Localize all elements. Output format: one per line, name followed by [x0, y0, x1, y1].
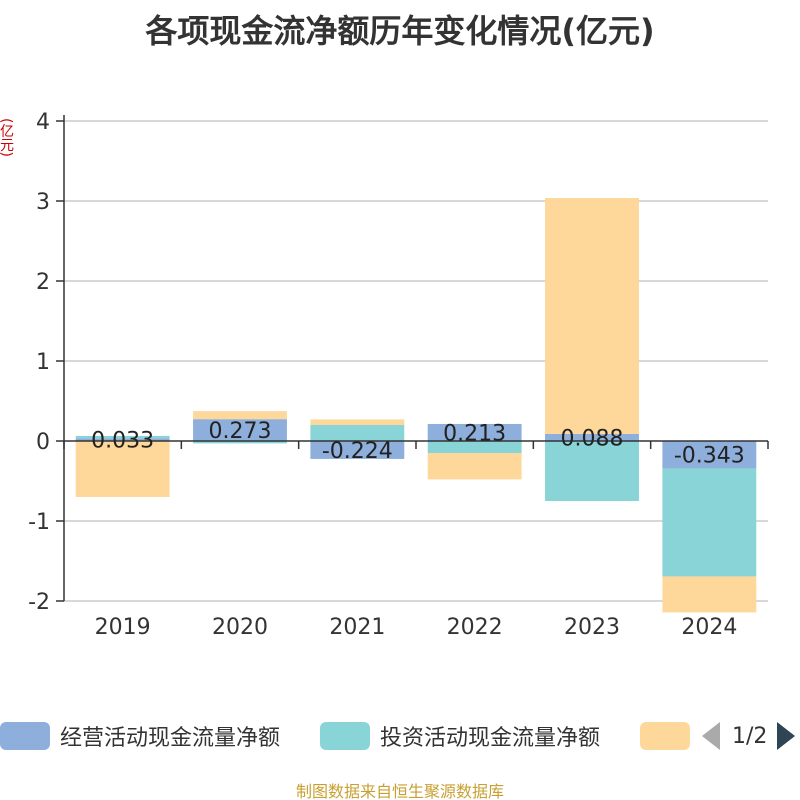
bar-operating — [310, 441, 405, 459]
bar-financing — [662, 576, 757, 613]
data-label: 0.213 — [443, 421, 506, 446]
y-tick-label: 1 — [36, 350, 50, 375]
x-tick-label: 2024 — [681, 615, 737, 640]
bar-financing — [427, 453, 522, 480]
pager-next-icon[interactable] — [777, 722, 796, 750]
bar-chart: 4 3 2 1 0 -1 -2 0.033 0.273 -0.224 0.213 0.088 -0.34… — [28, 110, 769, 640]
y-tick-label: 4 — [36, 110, 50, 135]
bar-investing — [310, 425, 405, 441]
x-tick-label: 2021 — [329, 615, 385, 640]
legend-label-operating: 经营活动现金流量净额 — [60, 726, 281, 751]
legend-label-investing: 投资活动现金流量净额 — [380, 726, 601, 751]
bar-investing — [193, 441, 287, 444]
legend-swatch-investing — [320, 722, 370, 750]
data-source-footer: 制图数据来自恒生聚源数据库 — [295, 782, 504, 800]
bar-financing — [193, 411, 287, 420]
bar-investing — [545, 441, 639, 501]
y-tick-label: 3 — [36, 190, 50, 215]
legend: 经营活动现金流量净额 投资活动现金流量净额 1/2 — [0, 716, 800, 756]
chart-title: 各项现金流净额历年变化情况(亿元) — [145, 12, 655, 50]
y-tick-label: -2 — [28, 590, 50, 615]
bar-financing — [310, 419, 405, 425]
y-tick-label: 0 — [36, 430, 50, 455]
legend-item-investing[interactable]: 投资活动现金流量净额 — [320, 716, 600, 756]
y-tick-label: 2 — [36, 270, 50, 295]
bar-investing — [662, 468, 757, 577]
bar-operating — [662, 441, 757, 469]
data-label: 0.088 — [561, 426, 624, 451]
bar-investing — [427, 441, 522, 453]
bar-investing — [75, 435, 170, 439]
legend-pager: 1/2 — [700, 716, 800, 756]
x-tick-label: 2019 — [95, 615, 151, 640]
y-tick-label: -1 — [28, 510, 50, 535]
legend-item-operating[interactable]: 经营活动现金流量净额 — [0, 716, 280, 756]
legend-swatch-operating — [0, 722, 50, 750]
x-tick-label: 2020 — [212, 615, 268, 640]
y-axis-unit-label: (亿元) — [0, 118, 14, 157]
x-tick-label: 2023 — [564, 615, 620, 640]
pager-prev-icon[interactable] — [702, 722, 720, 750]
pager-page-indicator: 1/2 — [732, 723, 768, 749]
bar-financing — [545, 197, 639, 434]
legend-swatch-financing — [640, 722, 690, 750]
x-tick-label: 2022 — [447, 615, 503, 640]
bar-operating — [75, 438, 170, 441]
data-label: 0.273 — [209, 419, 272, 444]
bar-operating — [545, 433, 639, 441]
data-label: -0.343 — [674, 444, 745, 469]
bar-operating — [193, 419, 287, 441]
data-label: 0.033 — [91, 429, 154, 454]
legend-item-financing[interactable] — [640, 716, 690, 756]
data-label: -0.224 — [322, 439, 393, 464]
bar-financing — [75, 441, 170, 497]
bar-operating — [427, 423, 522, 441]
